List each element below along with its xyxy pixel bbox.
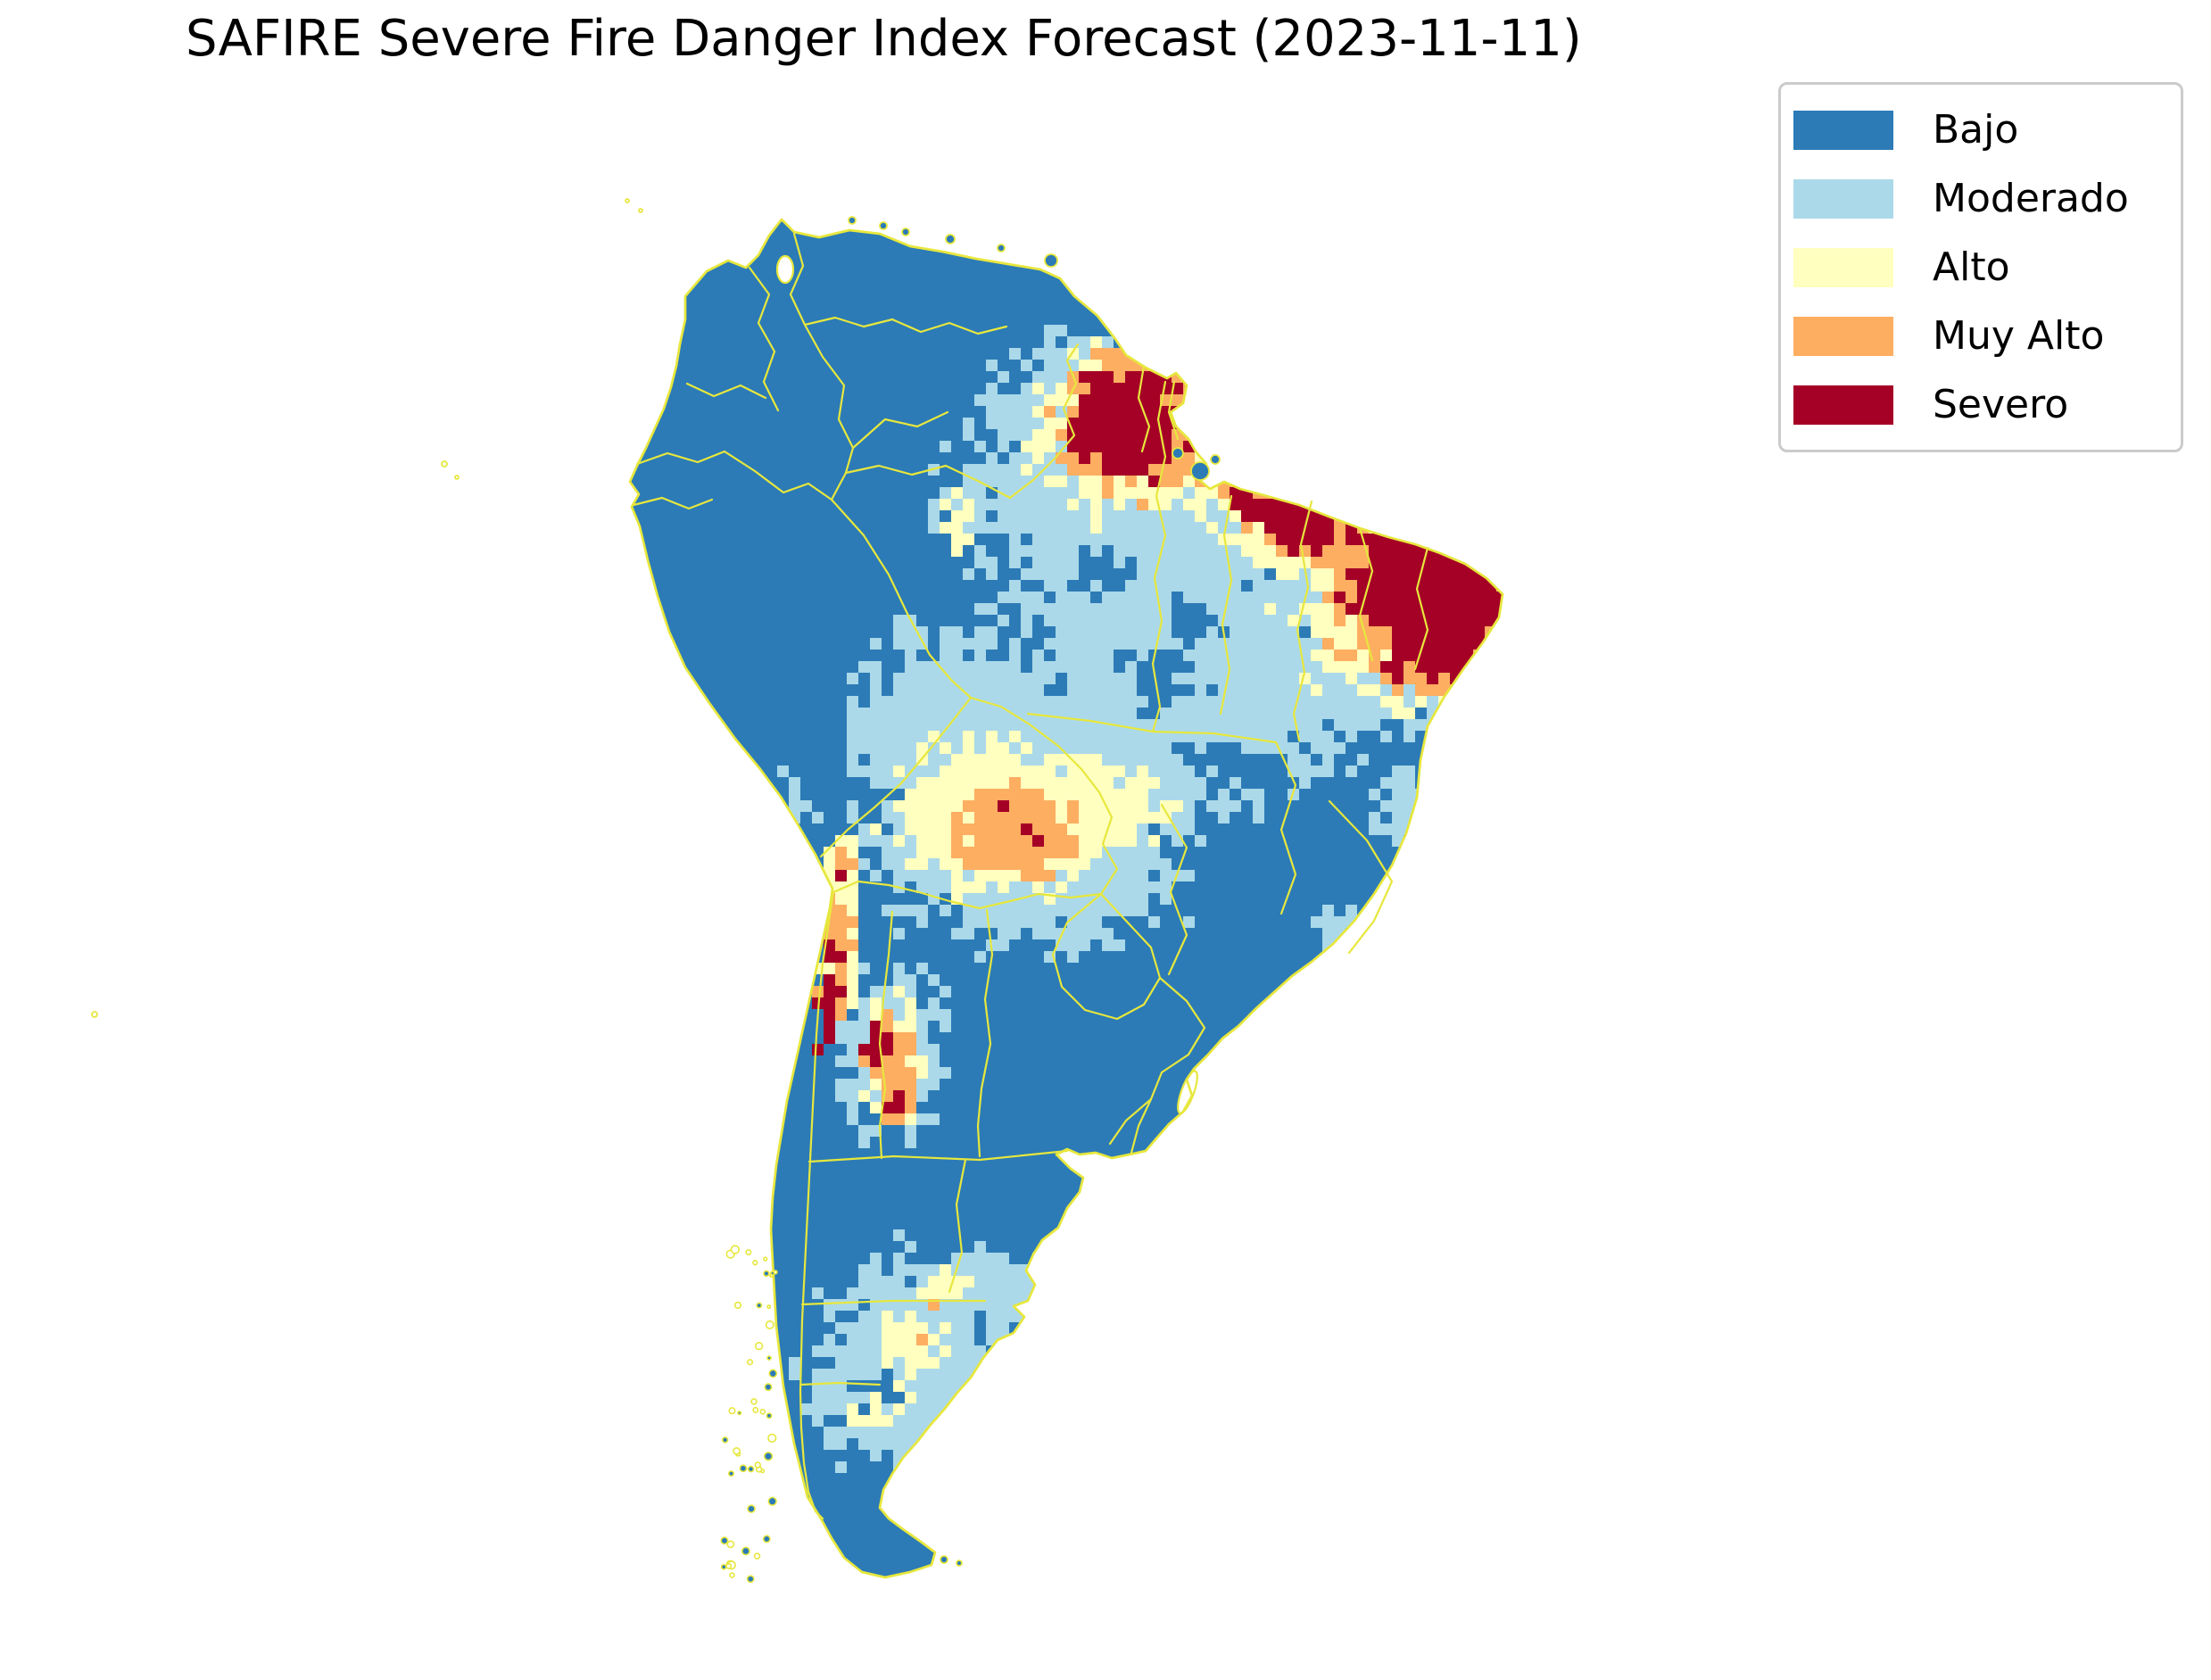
legend-label-moderado: Moderado [1933, 175, 2129, 221]
legend-item-muy-alto: Muy Alto [1793, 312, 2172, 359]
legend-label-alto: Alto [1933, 244, 2010, 290]
legend-swatch-moderado [1793, 178, 1893, 219]
legend-swatch-muy-alto [1793, 316, 1893, 356]
legend-label-bajo: Bajo [1933, 106, 2019, 153]
legend-item-severo: Severo [1793, 385, 2172, 425]
legend-label-severo: Severo [1933, 381, 2069, 427]
legend-swatch-severo [1793, 385, 1893, 425]
legend-label-muy-alto: Muy Alto [1933, 312, 2105, 359]
legend-item-moderado: Moderado [1793, 175, 2172, 221]
legend-swatch-alto [1793, 247, 1893, 287]
figure-title: SAFIRE Severe Fire Danger Index Forecast… [186, 10, 1582, 68]
legend-swatch-bajo [1793, 110, 1893, 150]
legend: Bajo Moderado Alto Muy Alto Severo [1778, 82, 2183, 452]
legend-item-alto: Alto [1793, 244, 2172, 290]
legend-item-bajo: Bajo [1793, 106, 2172, 153]
